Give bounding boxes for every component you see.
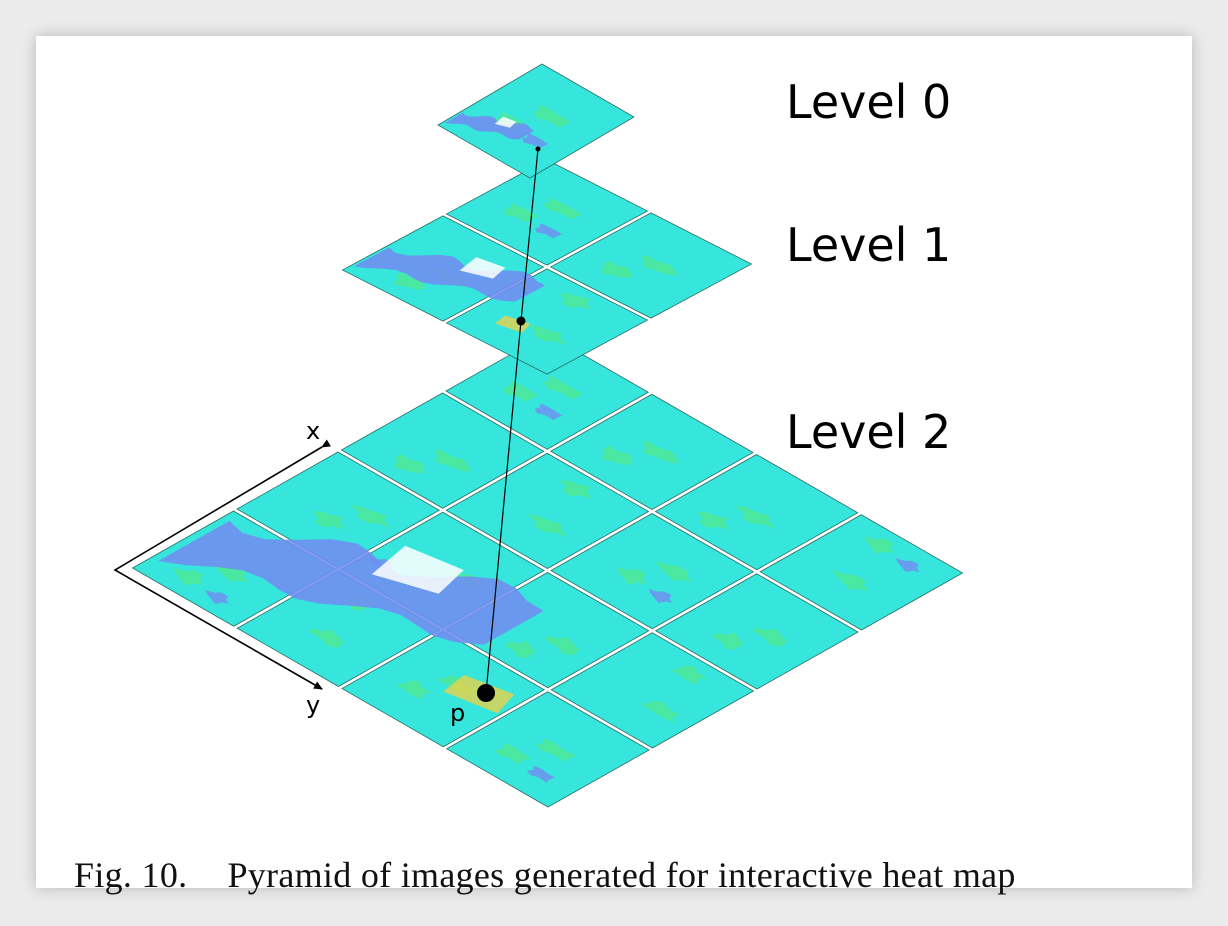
- heat-region: [895, 558, 920, 573]
- level-0-tile: [437, 63, 635, 179]
- point-level-1: [516, 316, 526, 326]
- level-2-tiles: [131, 333, 964, 808]
- water-region: [353, 247, 545, 302]
- heat-region: [526, 765, 556, 783]
- heat-region: [600, 445, 632, 466]
- heat-region: [697, 511, 729, 530]
- level-0-label: Level 0: [786, 75, 951, 129]
- level-2-tile: [445, 333, 650, 450]
- heat-region: [533, 104, 571, 128]
- heat-region: [543, 375, 584, 400]
- level-2-tile: [445, 452, 650, 569]
- heat-region: [503, 380, 538, 402]
- level-1-tile: [445, 159, 649, 266]
- heat-region: [560, 480, 592, 499]
- level-1-tiles: [341, 159, 753, 375]
- level-2-tile: [550, 513, 755, 630]
- heat-region: [395, 680, 433, 700]
- heat-region: [864, 536, 894, 554]
- heat-region: [641, 255, 678, 276]
- heat-region: [648, 589, 673, 603]
- heat-region: [494, 743, 532, 765]
- heat-region: [522, 132, 549, 149]
- heat-region: [642, 440, 679, 464]
- level-2-tile: [341, 631, 546, 748]
- pyramid-diagram: x y p Level 0 Level 1 Level 2: [113, 63, 964, 808]
- point-p-label: p: [450, 699, 465, 727]
- highlight-region: [459, 257, 506, 279]
- figure-card: x y p Level 0 Level 1 Level 2 Fig. 10. Py…: [36, 36, 1192, 895]
- level-2-tile: [550, 632, 755, 749]
- water-region: [158, 520, 544, 645]
- heat-region: [350, 504, 392, 529]
- projection-line-upper: [520, 148, 539, 322]
- heat-region: [600, 260, 632, 279]
- point-level-0: [535, 146, 541, 152]
- level-1-label: Level 1: [786, 218, 951, 272]
- heat-region: [527, 513, 568, 538]
- level-1-tile: [445, 268, 649, 375]
- heat-region: [393, 272, 425, 290]
- axes: x y: [113, 417, 331, 719]
- x-axis-label: x: [306, 417, 320, 445]
- heat-region: [173, 567, 204, 586]
- heat-region: [543, 197, 583, 220]
- level-0-tiles: [437, 63, 635, 179]
- heat-region: [504, 640, 535, 658]
- axis-frame: [113, 439, 331, 690]
- heat-region: [712, 632, 743, 650]
- heat-region: [434, 448, 471, 473]
- caption-figure-label: Fig. 10.: [74, 855, 188, 895]
- caption-text: Pyramid of images generated for interact…: [227, 855, 1016, 895]
- level-2-tile: [759, 514, 964, 631]
- heat-region: [735, 505, 776, 529]
- heat-region: [503, 203, 538, 223]
- heat-region: [527, 324, 568, 346]
- heat-region: [534, 737, 577, 763]
- warm-region: [495, 315, 531, 333]
- heat-region: [534, 403, 563, 420]
- heat-region: [654, 560, 693, 583]
- figure-caption: Fig. 10. Pyramid of images generated for …: [74, 854, 1016, 896]
- heat-region: [831, 569, 869, 592]
- highlight-region: [494, 116, 517, 128]
- y-axis-label: y: [306, 691, 320, 719]
- heat-region: [670, 665, 708, 685]
- heat-region: [616, 566, 647, 585]
- level-2-label: Level 2: [786, 405, 951, 459]
- heat-region: [752, 627, 788, 647]
- water-region: [445, 112, 535, 140]
- heat-region: [639, 700, 682, 723]
- heat-region: [393, 454, 425, 474]
- heat-region: [544, 635, 580, 656]
- heat-region: [559, 293, 592, 310]
- highlight-region: [371, 545, 464, 594]
- projection-line-lower: [485, 320, 522, 694]
- heat-region: [534, 223, 562, 239]
- heat-region: [204, 589, 229, 604]
- point-p: [477, 684, 495, 702]
